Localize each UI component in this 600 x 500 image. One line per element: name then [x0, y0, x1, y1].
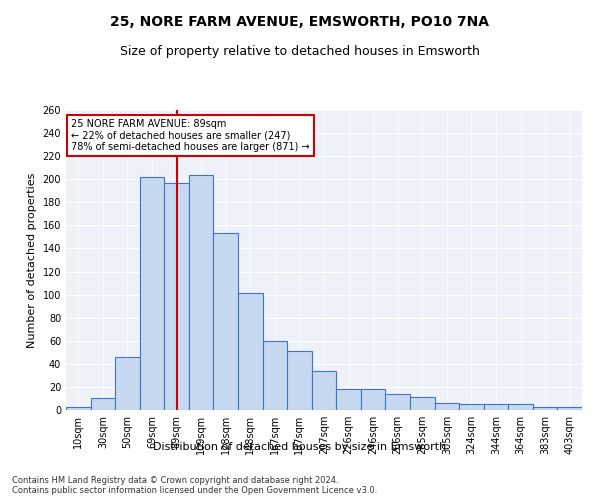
- Text: Distribution of detached houses by size in Emsworth: Distribution of detached houses by size …: [154, 442, 446, 452]
- Bar: [508, 404, 533, 410]
- Y-axis label: Number of detached properties: Number of detached properties: [27, 172, 37, 348]
- Bar: [189, 174, 214, 410]
- Bar: [287, 351, 312, 410]
- Text: Contains HM Land Registry data © Crown copyright and database right 2024.
Contai: Contains HM Land Registry data © Crown c…: [12, 476, 377, 495]
- Bar: [410, 398, 434, 410]
- Bar: [263, 341, 287, 410]
- Bar: [312, 371, 336, 410]
- Bar: [459, 404, 484, 410]
- Text: Size of property relative to detached houses in Emsworth: Size of property relative to detached ho…: [120, 45, 480, 58]
- Bar: [557, 406, 582, 410]
- Bar: [164, 182, 189, 410]
- Bar: [238, 294, 263, 410]
- Bar: [385, 394, 410, 410]
- Bar: [336, 389, 361, 410]
- Bar: [140, 177, 164, 410]
- Bar: [115, 357, 140, 410]
- Bar: [214, 234, 238, 410]
- Text: 25, NORE FARM AVENUE, EMSWORTH, PO10 7NA: 25, NORE FARM AVENUE, EMSWORTH, PO10 7NA: [110, 15, 490, 29]
- Bar: [91, 398, 115, 410]
- Text: 25 NORE FARM AVENUE: 89sqm
← 22% of detached houses are smaller (247)
78% of sem: 25 NORE FARM AVENUE: 89sqm ← 22% of deta…: [71, 119, 310, 152]
- Bar: [66, 406, 91, 410]
- Bar: [361, 389, 385, 410]
- Bar: [434, 403, 459, 410]
- Bar: [533, 406, 557, 410]
- Bar: [484, 404, 508, 410]
